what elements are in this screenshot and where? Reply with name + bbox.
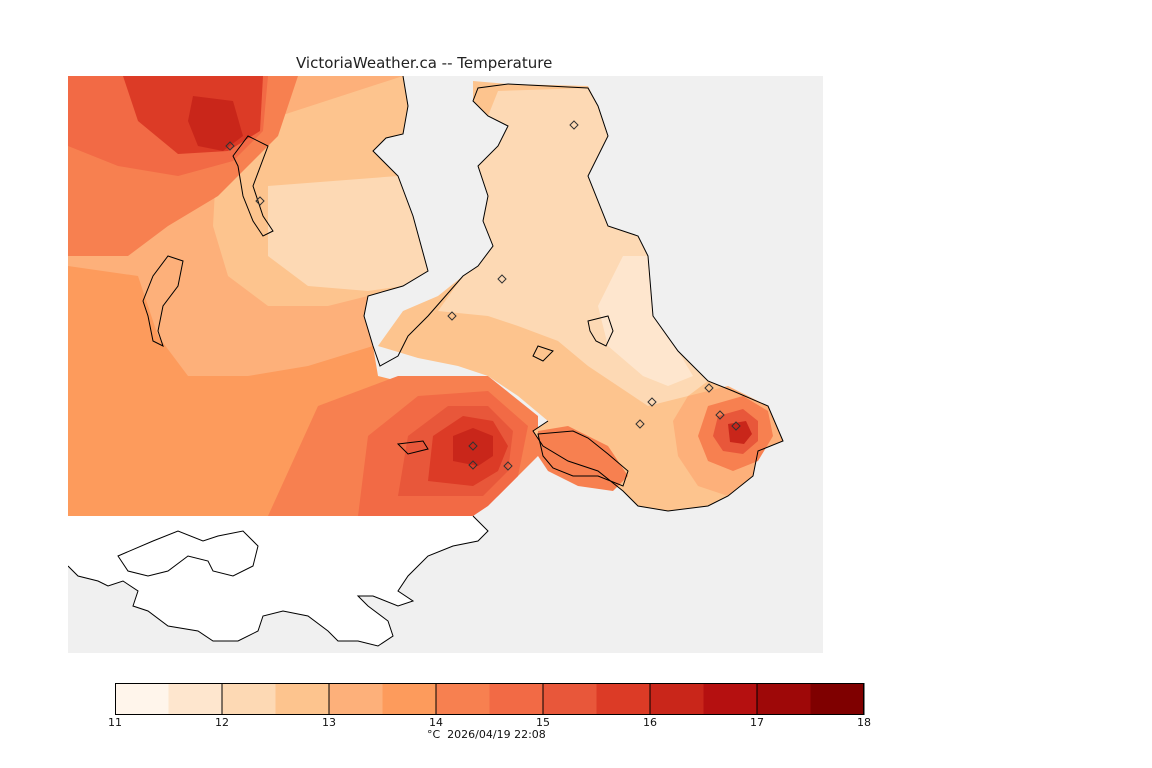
colorbar-tick: 15 (536, 716, 550, 729)
diamond-icon (715, 410, 725, 420)
colorbar-tick: 14 (429, 716, 443, 729)
colorbar-swatch (703, 683, 757, 715)
diamond-icon (497, 274, 507, 284)
temperature-field (68, 76, 783, 516)
colorbar-swatch (650, 683, 704, 715)
diamond-icon (503, 461, 513, 471)
colorbar-swatch (115, 683, 169, 715)
diamond-icon (255, 196, 265, 206)
colorbar-tick: 11 (108, 716, 122, 729)
diamond-icon (225, 141, 235, 151)
diamond-icon (635, 419, 645, 429)
colorbar-svg (114, 683, 865, 715)
colorbar-swatch (222, 683, 276, 715)
colorbar-swatch (757, 683, 811, 715)
colorbar-swatch (596, 683, 650, 715)
diamond-icon (647, 397, 657, 407)
colorbar-tick: 17 (750, 716, 764, 729)
legend-footer: °C 2026/04/19 22:08 (427, 728, 546, 741)
colorbar-swatch (543, 683, 597, 715)
diamond-icon (731, 421, 741, 431)
colorbar-swatch (436, 683, 490, 715)
colorbar-tick: 16 (643, 716, 657, 729)
colorbar-tick: 18 (857, 716, 871, 729)
temperature-map[interactable] (68, 76, 823, 653)
colorbar-swatch (489, 683, 543, 715)
diamond-icon (468, 441, 478, 451)
colorbar-swatch (382, 683, 436, 715)
station-markers (225, 120, 741, 471)
coastlines (68, 76, 784, 647)
diamond-icon (447, 311, 457, 321)
diamond-icon (569, 120, 579, 130)
diamond-icon (704, 383, 714, 393)
colorbar-swatch (275, 683, 329, 715)
colorbar (114, 683, 873, 743)
map-svg (68, 76, 823, 653)
colorbar-tick: 12 (215, 716, 229, 729)
colorbar-tick: 13 (322, 716, 336, 729)
colorbar-swatch (329, 683, 383, 715)
map-title: VictoriaWeather.ca -- Temperature (296, 54, 553, 72)
diamond-icon (468, 460, 478, 470)
colorbar-border (115, 683, 864, 715)
colorbar-swatch (810, 683, 864, 715)
non-data-land (68, 516, 488, 646)
colorbar-swatch (168, 683, 222, 715)
